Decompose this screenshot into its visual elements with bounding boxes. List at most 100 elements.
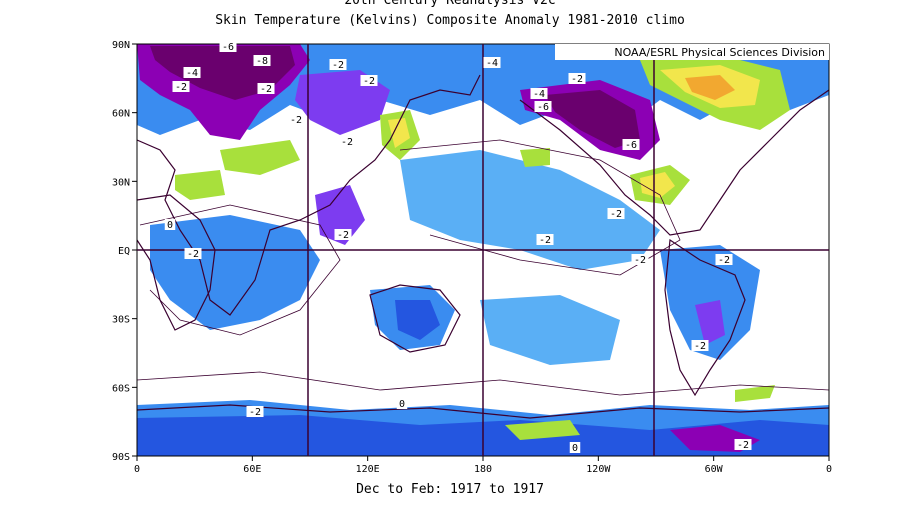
contour-label-box: [183, 67, 201, 78]
north-america-deep-core: [545, 90, 640, 148]
contour-label: -2: [691, 340, 709, 352]
maritime-cold: [315, 185, 365, 245]
contour-label-text: 0: [399, 399, 405, 410]
contour-label-text: -2: [337, 230, 349, 241]
central-asia-warm: [220, 140, 300, 175]
contour-label-box: [164, 219, 176, 230]
y-tick-label: 30N: [112, 177, 130, 188]
australia-cold-core: [395, 300, 440, 340]
contour-label: -4: [483, 57, 501, 69]
contour-label-box: [396, 398, 408, 409]
contour-label: -2: [338, 136, 356, 148]
south-america-cold-core: [695, 300, 725, 345]
contour-label-box: [631, 254, 649, 265]
contour-label-text: -6: [625, 140, 637, 151]
contour-label-text: 0: [167, 220, 173, 231]
pacific-warm: [520, 148, 550, 167]
contour-label-box: [172, 81, 190, 92]
contour-label-text: -8: [256, 56, 268, 67]
contour-label-text: -2: [187, 249, 199, 260]
y-tick-label: 30S: [112, 315, 130, 326]
contour-label: -6: [219, 41, 237, 53]
zero-contour: [139, 204, 341, 336]
coastline-eurasia: [137, 74, 481, 316]
contour-label-box: [569, 442, 581, 453]
zero-contour: [399, 139, 681, 276]
japan-warm-core: [388, 118, 410, 148]
contour-label-box: [287, 114, 305, 125]
chart-title-line1: 20th Century Reanalysis V2c: [344, 0, 556, 8]
contour-label-text: -4: [186, 68, 198, 79]
x-tick-label: 180: [474, 464, 492, 475]
contour-label-box: [253, 55, 271, 66]
y-tick-label: EQ: [118, 246, 130, 257]
contour-label: -8: [253, 55, 271, 67]
contour-label: -2: [184, 248, 202, 260]
credit-text: NOAA/ESRL Physical Sciences Division: [614, 46, 825, 59]
alaska-warm-peak: [685, 75, 735, 100]
antarctic-warm: [505, 420, 580, 440]
map-gridlines: [137, 44, 829, 456]
x-tick-label: 60W: [705, 464, 724, 475]
contour-label: -2: [715, 254, 733, 266]
contour-label-text: -2: [737, 440, 749, 451]
contour-label-text: -2: [634, 255, 646, 266]
us-warm-core: [640, 172, 675, 198]
contour-label-box: [219, 41, 237, 52]
contour-label: -2: [334, 229, 352, 241]
contour-label-box: [622, 139, 640, 150]
contour-label: -6: [534, 101, 552, 113]
contour-label: -2: [631, 254, 649, 266]
contour-label-text: 0: [572, 443, 578, 454]
axis-layer: 0 60E 120E 180 120W 60W 0 90N 60N 30N EQ 30S 60S 90S: [112, 40, 832, 475]
x-tick-label: 0: [134, 464, 140, 475]
y-tick-label: 60S: [112, 383, 130, 394]
coastline-australia: [369, 284, 461, 353]
contour-label: -6: [622, 139, 640, 151]
contour-label-box: [715, 254, 733, 265]
contour-label: -2: [257, 83, 275, 95]
contour-label-text: -2: [290, 115, 302, 126]
contour-label: -2: [287, 114, 305, 126]
contour-label-box: [691, 340, 709, 351]
y-tick-label: 90S: [112, 452, 130, 463]
credit-box: [555, 44, 829, 60]
south-america-warm: [735, 385, 775, 402]
contour-label-text: -2: [718, 255, 730, 266]
chart-title-line2: Skin Temperature (Kelvins) Composite Ano…: [215, 13, 685, 28]
contour-label: -2: [536, 234, 554, 246]
contour-label-text: -2: [249, 407, 261, 418]
contour-label-box: [246, 406, 264, 417]
contour-label: -2: [172, 81, 190, 93]
contour-label-text: -2: [341, 137, 353, 148]
contour-label: -4: [183, 67, 201, 79]
contour-labels: -6 -8 -4 -2 -4 -6 -2 -2 -2 -4 -2 -6 -2 -2 -2 -2 -2 -2 -2 -2…: [164, 41, 752, 454]
contour-label: -4: [530, 88, 548, 100]
x-tick-label: 60E: [243, 464, 261, 475]
contour-label-box: [734, 439, 752, 450]
x-tick-label: 120E: [356, 464, 380, 475]
contour-label: -2: [568, 73, 586, 85]
pacific-cold: [400, 150, 660, 270]
contour-label-box: [360, 75, 378, 86]
contour-label-box: [607, 208, 625, 219]
y-tick-label: 90N: [112, 40, 130, 51]
contour-label-text: -2: [694, 341, 706, 352]
contour-label-text: -2: [260, 84, 272, 95]
contour-label-text: -2: [539, 235, 551, 246]
contour-label: 0: [396, 398, 408, 410]
contour-label: -2: [734, 439, 752, 451]
contour-label-text: -4: [486, 58, 498, 69]
indian-ocean-cold: [150, 215, 320, 330]
east-asia-cold: [295, 70, 390, 135]
contour-label: 0: [164, 219, 176, 231]
contour-label-text: -2: [610, 209, 622, 220]
x-tick-label: 0: [826, 464, 832, 475]
contour-label-text: -6: [222, 42, 234, 53]
contour-label: -2: [607, 208, 625, 220]
contour-label-box: [534, 101, 552, 112]
zero-contour: [137, 371, 829, 396]
contour-label-text: -2: [571, 74, 583, 85]
contour-label-box: [184, 248, 202, 259]
